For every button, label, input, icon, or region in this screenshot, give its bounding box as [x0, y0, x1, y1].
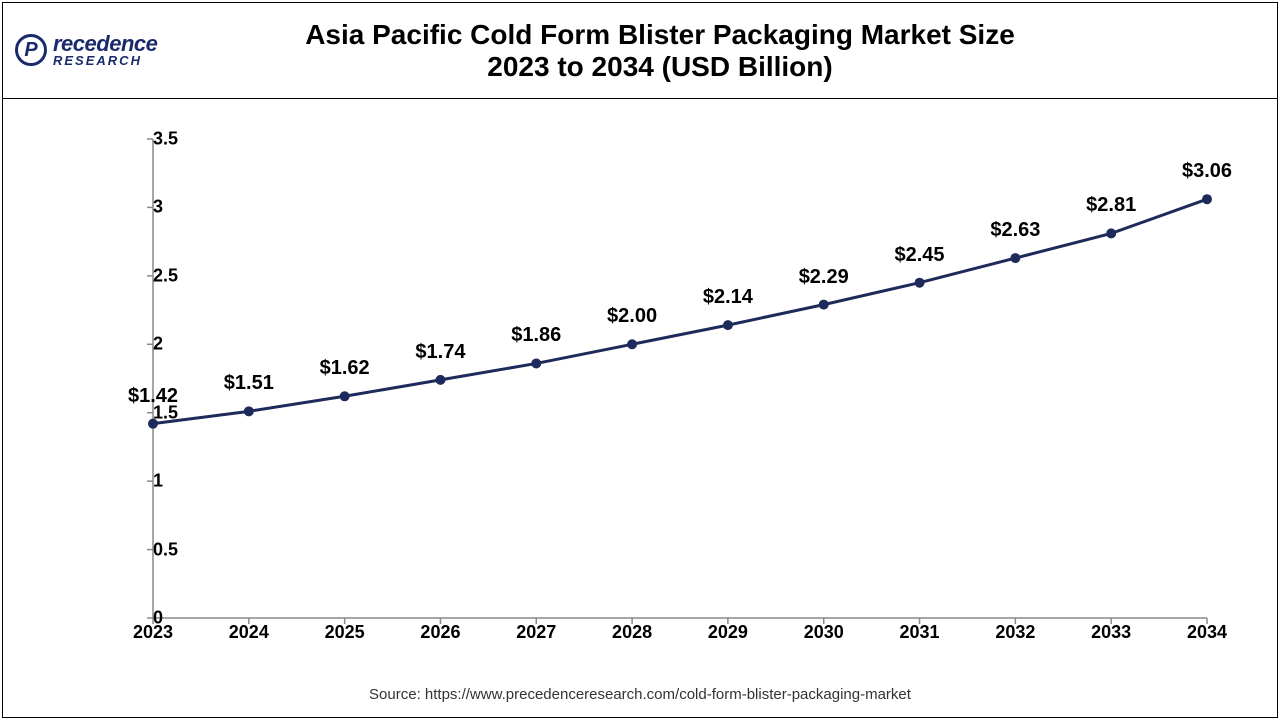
line-chart: 00.511.522.533.5202320242025202620272028… — [83, 129, 1237, 668]
y-tick-label: 3.5 — [153, 129, 165, 150]
x-tick-label: 2027 — [516, 622, 556, 643]
data-label: $1.42 — [128, 385, 178, 408]
logo-ring-icon: P — [15, 34, 47, 66]
x-tick-label: 2026 — [420, 622, 460, 643]
data-label: $2.14 — [703, 286, 753, 309]
chart-title: Asia Pacific Cold Form Blister Packaging… — [215, 19, 1265, 83]
x-tick-label: 2031 — [900, 622, 940, 643]
data-label: $3.06 — [1182, 160, 1232, 183]
data-label: $2.63 — [990, 219, 1040, 242]
data-label: $1.62 — [320, 357, 370, 380]
logo-initial: P — [24, 39, 37, 62]
title-line-1: Asia Pacific Cold Form Blister Packaging… — [215, 19, 1105, 51]
y-tick-label: 3 — [153, 197, 165, 218]
brand-logo: P recedence RESEARCH — [15, 34, 215, 67]
logo-brand-line2: RESEARCH — [53, 55, 157, 67]
data-label: $2.81 — [1086, 194, 1136, 217]
x-tick-label: 2034 — [1187, 622, 1227, 643]
logo-brand-line1: recedence — [53, 34, 157, 55]
chart-container: P recedence RESEARCH Asia Pacific Cold F… — [2, 2, 1278, 718]
y-tick-label: 2 — [153, 334, 165, 355]
chart-svg — [83, 129, 1237, 668]
data-label: $2.29 — [799, 265, 849, 288]
plot-zone: 00.511.522.533.5202320242025202620272028… — [3, 99, 1277, 678]
x-tick-label: 2024 — [229, 622, 269, 643]
x-tick-label: 2032 — [995, 622, 1035, 643]
y-tick-label: 2.5 — [153, 265, 165, 286]
source-label: Source: https://www.precedenceresearch.c… — [3, 678, 1277, 717]
data-label: $1.86 — [511, 324, 561, 347]
data-label: $2.00 — [607, 305, 657, 328]
title-line-2: 2023 to 2034 (USD Billion) — [215, 51, 1105, 83]
data-label: $1.51 — [224, 372, 274, 395]
x-tick-label: 2030 — [804, 622, 844, 643]
logo-text: recedence RESEARCH — [53, 34, 157, 67]
x-tick-label: 2028 — [612, 622, 652, 643]
y-tick-label: 1 — [153, 471, 165, 492]
x-tick-label: 2029 — [708, 622, 748, 643]
y-tick-label: 0.5 — [153, 539, 165, 560]
data-label: $1.74 — [415, 341, 465, 364]
x-tick-label: 2025 — [325, 622, 365, 643]
x-tick-label: 2023 — [133, 622, 173, 643]
header-row: P recedence RESEARCH Asia Pacific Cold F… — [3, 3, 1277, 99]
data-label: $2.45 — [895, 244, 945, 267]
x-tick-label: 2033 — [1091, 622, 1131, 643]
